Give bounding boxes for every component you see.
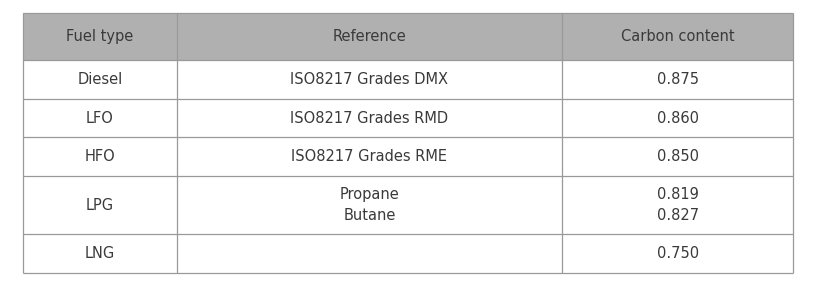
Text: LFO: LFO [86, 110, 113, 126]
Text: Reference: Reference [333, 29, 406, 44]
Bar [177, 137, 562, 176]
Bar [23, 234, 177, 273]
Text: HFO: HFO [85, 149, 115, 164]
Text: Diesel: Diesel [78, 72, 122, 87]
Bar [177, 234, 562, 273]
Text: 0.819
0.827: 0.819 0.827 [657, 187, 698, 223]
Bar [562, 176, 793, 234]
Bar [177, 176, 562, 234]
Bar [177, 13, 562, 60]
Bar [562, 60, 793, 99]
Bar [23, 176, 177, 234]
Text: 0.750: 0.750 [657, 246, 698, 261]
Text: 0.860: 0.860 [657, 110, 698, 126]
Bar [177, 99, 562, 137]
Bar [23, 99, 177, 137]
Bar [23, 60, 177, 99]
Text: LPG: LPG [86, 198, 114, 213]
Bar [562, 137, 793, 176]
Bar [562, 234, 793, 273]
Bar [562, 99, 793, 137]
Bar [562, 13, 793, 60]
Text: Propane
Butane: Propane Butane [339, 187, 399, 223]
Text: Fuel type: Fuel type [66, 29, 134, 44]
Bar [23, 13, 177, 60]
Text: ISO8217 Grades RME: ISO8217 Grades RME [291, 149, 447, 164]
Bar [177, 60, 562, 99]
Text: ISO8217 Grades RMD: ISO8217 Grades RMD [290, 110, 449, 126]
Text: 0.875: 0.875 [657, 72, 698, 87]
Text: ISO8217 Grades DMX: ISO8217 Grades DMX [290, 72, 449, 87]
Text: 0.850: 0.850 [657, 149, 698, 164]
Text: Carbon content: Carbon content [621, 29, 734, 44]
Bar [23, 137, 177, 176]
Text: LNG: LNG [85, 246, 115, 261]
